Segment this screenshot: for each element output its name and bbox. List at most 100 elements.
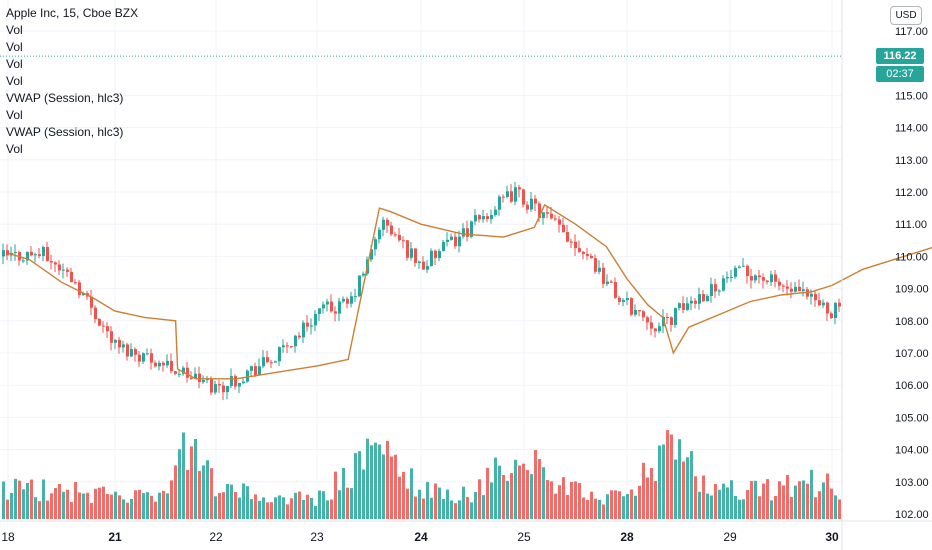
volume-bar: [406, 488, 409, 519]
volume-bar: [218, 492, 221, 519]
indicator-label[interactable]: Vol: [6, 142, 23, 156]
volume-bar: [54, 487, 57, 519]
candle-body: [714, 284, 717, 292]
volume-bar: [150, 495, 153, 519]
volume-bar: [614, 490, 617, 519]
candle-body: [386, 219, 389, 226]
volume-bar: [754, 480, 757, 519]
candle-body: [230, 376, 233, 386]
candle-body: [766, 280, 769, 283]
candle-body: [370, 249, 373, 260]
candle-body: [454, 236, 457, 247]
volume-bar: [382, 454, 385, 519]
volume-bar: [666, 430, 669, 519]
indicator-label[interactable]: Vol: [6, 108, 23, 122]
volume-bar: [10, 492, 13, 519]
candle-body: [130, 349, 133, 357]
volume-bar: [118, 495, 121, 519]
volume-bar: [650, 467, 653, 519]
candle-body: [318, 308, 321, 314]
candle-body: [282, 345, 285, 348]
candle-body: [826, 302, 829, 314]
volume-bar: [258, 500, 261, 519]
volume-bar: [162, 490, 165, 519]
candle-body: [82, 293, 85, 296]
candle-body: [14, 251, 17, 253]
volume-bars: [2, 430, 841, 519]
candle-body: [818, 300, 821, 306]
y-tick-label: 103.00: [895, 477, 929, 489]
volume-bar: [298, 491, 301, 519]
candle-body: [106, 326, 109, 332]
volume-bar: [102, 486, 105, 519]
candle-body: [730, 276, 733, 278]
symbol-title[interactable]: Apple Inc, 15, Cboe BZX: [6, 6, 139, 20]
volume-bar: [130, 498, 133, 519]
volume-bar: [186, 469, 189, 519]
volume-bar: [354, 453, 357, 519]
candle-body: [466, 228, 469, 237]
volume-bar: [658, 445, 661, 519]
candle-body: [834, 302, 837, 319]
volume-bar: [502, 475, 505, 519]
candle-body: [550, 213, 553, 219]
candle-body: [290, 346, 293, 348]
volume-bar: [766, 479, 769, 519]
candle-body: [690, 300, 693, 304]
candle-body: [750, 276, 753, 281]
volume-bar: [562, 477, 565, 519]
volume-bar: [338, 490, 341, 519]
candle-body: [218, 384, 221, 386]
volume-bar: [86, 492, 89, 519]
candle-body: [330, 301, 333, 312]
volume-bar: [730, 480, 733, 519]
candle-body: [778, 281, 781, 286]
candle-body: [306, 322, 309, 327]
volume-bar: [222, 492, 225, 519]
volume-bar: [814, 497, 817, 519]
volume-bar: [18, 480, 21, 519]
candle-body: [514, 187, 517, 202]
candle-body: [322, 304, 325, 309]
candle-body: [50, 261, 53, 263]
volume-bar: [6, 499, 9, 519]
volume-bar: [478, 479, 481, 519]
volume-bar: [170, 480, 173, 519]
volume-bar: [798, 481, 801, 519]
candle-body: [382, 219, 385, 230]
candle-body: [278, 347, 281, 362]
candle-body: [62, 269, 65, 271]
volume-bar: [190, 446, 193, 519]
volume-bar: [682, 461, 685, 519]
volume-bar: [70, 502, 73, 519]
currency-button[interactable]: USD: [890, 6, 922, 25]
candle-body: [726, 276, 729, 279]
candle-body: [166, 360, 169, 366]
indicator-label[interactable]: Vol: [6, 23, 23, 37]
indicator-label[interactable]: VWAP (Session, hlc3): [6, 125, 124, 139]
volume-bar: [586, 500, 589, 519]
candle-body: [586, 254, 589, 256]
volume-bar: [770, 500, 773, 519]
indicator-label[interactable]: Vol: [6, 57, 23, 71]
candle-body: [566, 232, 569, 242]
volume-bar: [618, 491, 621, 519]
volume-bar: [538, 459, 541, 519]
volume-bar: [526, 470, 529, 519]
volume-bar: [466, 496, 469, 519]
indicator-label[interactable]: VWAP (Session, hlc3): [6, 91, 124, 105]
candle-body: [66, 269, 69, 272]
volume-bar: [782, 485, 785, 519]
candle-body: [582, 251, 585, 255]
volume-bar: [514, 459, 517, 519]
indicator-label[interactable]: Vol: [6, 40, 23, 54]
y-tick-label: 111.00: [895, 219, 927, 231]
candle-body: [802, 289, 805, 291]
volume-bar: [166, 493, 169, 519]
indicator-label[interactable]: Vol: [6, 74, 23, 88]
volume-bar: [634, 495, 637, 519]
volume-bar: [626, 494, 629, 519]
volume-bar: [22, 489, 25, 519]
